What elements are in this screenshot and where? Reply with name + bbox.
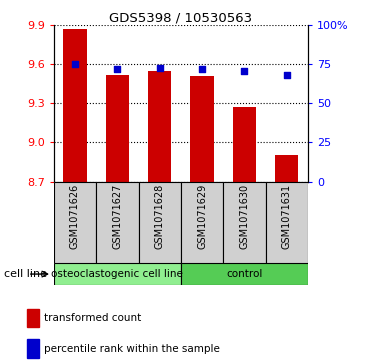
Bar xyxy=(27,309,39,327)
Point xyxy=(157,65,162,70)
Bar xyxy=(181,263,308,285)
Point xyxy=(199,66,205,72)
Title: GDS5398 / 10530563: GDS5398 / 10530563 xyxy=(109,11,252,24)
Bar xyxy=(54,182,96,263)
Text: GSM1071627: GSM1071627 xyxy=(112,184,122,249)
Point xyxy=(72,61,78,68)
Bar xyxy=(223,182,266,263)
Bar xyxy=(275,155,298,182)
Text: transformed count: transformed count xyxy=(44,313,141,323)
Text: GSM1071628: GSM1071628 xyxy=(155,184,165,249)
Bar xyxy=(266,182,308,263)
Point xyxy=(284,73,290,78)
Bar xyxy=(148,71,171,182)
Text: GSM1071629: GSM1071629 xyxy=(197,184,207,249)
Text: cell line: cell line xyxy=(4,269,47,279)
Bar xyxy=(27,339,39,358)
Text: GSM1071626: GSM1071626 xyxy=(70,184,80,249)
Text: osteoclastogenic cell line: osteoclastogenic cell line xyxy=(52,269,183,279)
Bar xyxy=(54,263,181,285)
Bar xyxy=(96,182,138,263)
Bar xyxy=(190,76,214,182)
Text: GSM1071630: GSM1071630 xyxy=(239,184,249,249)
Text: control: control xyxy=(226,269,263,279)
Point xyxy=(114,66,120,72)
Bar xyxy=(138,182,181,263)
Bar xyxy=(181,182,223,263)
Bar xyxy=(233,107,256,182)
Bar xyxy=(63,29,86,181)
Point xyxy=(242,68,247,74)
Text: GSM1071631: GSM1071631 xyxy=(282,184,292,249)
Bar xyxy=(106,75,129,182)
Text: percentile rank within the sample: percentile rank within the sample xyxy=(44,344,220,354)
